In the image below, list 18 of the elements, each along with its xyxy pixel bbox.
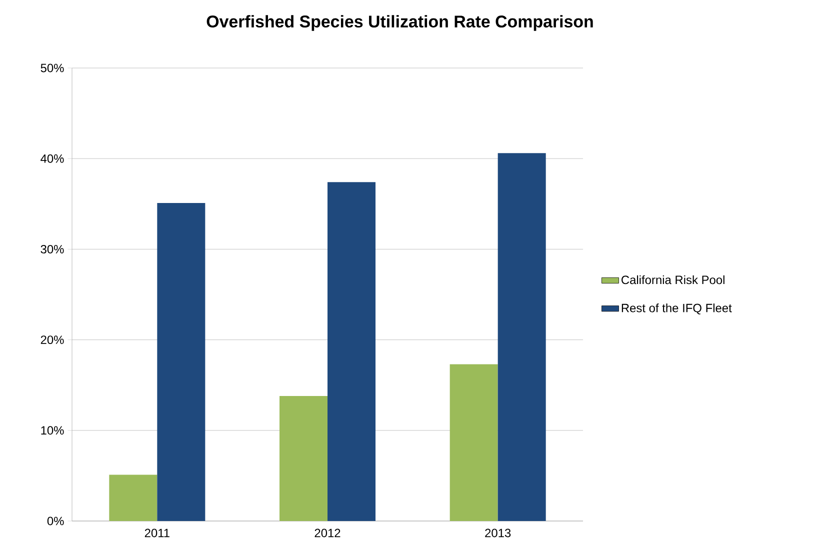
y-tick-label: 40% (40, 154, 64, 163)
legend-label: Rest of the IFQ Fleet (622, 303, 732, 314)
y-tick-label: 0% (47, 516, 64, 526)
y-tick-label: 10% (41, 426, 64, 435)
x-tick-label: 2013 (485, 528, 511, 538)
bar (109, 474, 158, 521)
bar (328, 182, 376, 521)
bar (498, 153, 546, 521)
y-tick-label: 30% (40, 244, 64, 254)
bar (157, 202, 206, 521)
legend-label: California Risk Pool (622, 275, 724, 284)
bar (280, 396, 328, 521)
x-tick-label: 2012 (314, 528, 340, 538)
y-tick-label: 20% (40, 336, 64, 344)
chart-title: Overfished Species Utilization Rate Comparison (206, 15, 593, 31)
x-tick-label: 2011 (144, 528, 170, 538)
y-tick-label: 50% (40, 64, 64, 72)
bar (450, 364, 498, 521)
